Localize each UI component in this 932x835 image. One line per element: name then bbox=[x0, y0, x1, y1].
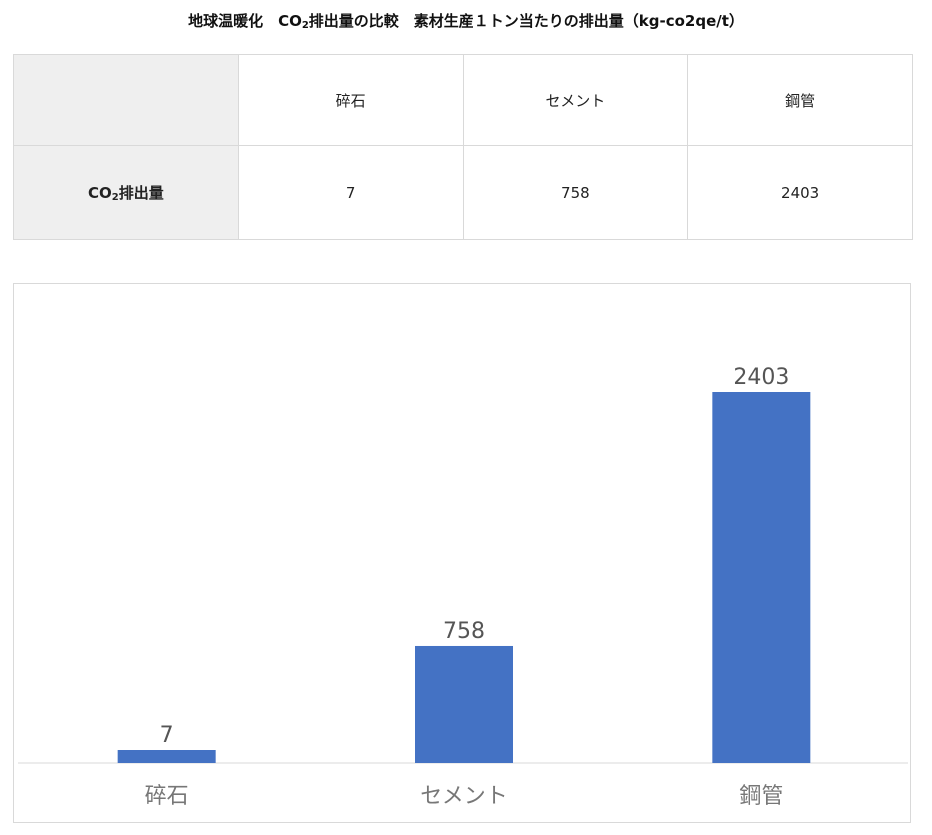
table-row: CO2排出量 7 758 2403 bbox=[13, 145, 913, 240]
table-cell: 758 bbox=[462, 145, 689, 240]
table-corner-cell bbox=[13, 54, 239, 146]
data-label: 758 bbox=[443, 619, 485, 644]
title-subscript: 2 bbox=[301, 20, 309, 31]
table-header-cell: セメント bbox=[462, 54, 689, 146]
table-header-cell: 鋼管 bbox=[687, 54, 913, 146]
table-cell: 7 bbox=[237, 145, 464, 240]
page-title: 地球温暖化 CO2排出量の比較 素材生産１トン当たりの排出量（kg-co2qe/… bbox=[0, 10, 932, 31]
row-label-prefix: CO bbox=[88, 184, 112, 202]
table-cell: 2403 bbox=[687, 145, 913, 240]
category-label: 碎石 bbox=[145, 784, 189, 809]
table-header-row: 碎石 セメント 鋼管 bbox=[13, 54, 913, 146]
category-label: 鋼管 bbox=[739, 784, 783, 809]
bar bbox=[712, 392, 811, 763]
table-row-header: CO2排出量 bbox=[13, 145, 239, 240]
bar bbox=[117, 750, 216, 763]
category-label: セメント bbox=[420, 784, 508, 809]
data-label: 2403 bbox=[733, 365, 789, 390]
row-label-subscript: 2 bbox=[111, 192, 119, 203]
emissions-table: 碎石 セメント 鋼管 CO2排出量 7 758 2403 bbox=[13, 54, 913, 240]
table-header-cell: 碎石 bbox=[237, 54, 464, 146]
title-text-suffix: 排出量の比較 素材生産１トン当たりの排出量（kg-co2qe/t） bbox=[308, 12, 744, 30]
data-label: 7 bbox=[160, 723, 174, 748]
bar bbox=[415, 645, 513, 763]
chart-frame: 7 碎石 758 セメント 2403 鋼管 bbox=[13, 283, 911, 823]
bar-chart: 7 碎石 758 セメント 2403 鋼管 bbox=[18, 365, 908, 809]
row-label-suffix: 排出量 bbox=[118, 184, 164, 202]
title-text-prefix: 地球温暖化 CO bbox=[188, 12, 302, 30]
